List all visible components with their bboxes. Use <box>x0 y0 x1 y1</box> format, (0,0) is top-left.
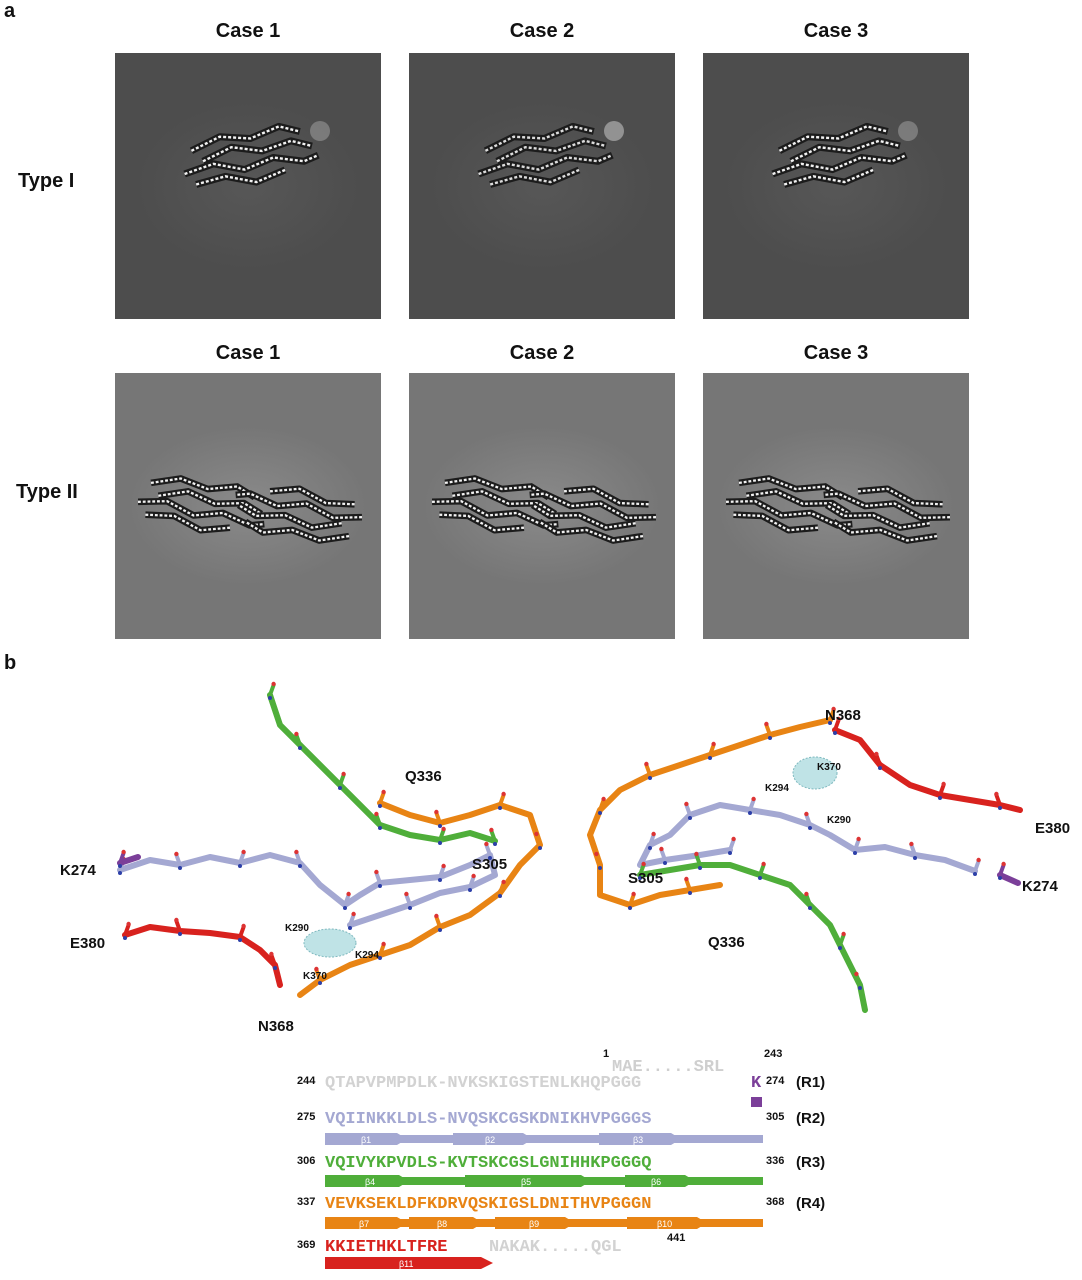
density-map-type-i-case-1 <box>115 53 381 319</box>
seq-top-text: MAE.....SRL <box>612 1058 725 1077</box>
label-k290-right: K290 <box>827 815 851 826</box>
type-i-label: Type I <box>18 170 75 192</box>
label-k294-left: K294 <box>355 950 379 961</box>
density-map-graphic <box>477 121 624 188</box>
case-3-label-type-i: Case 3 <box>803 20 869 42</box>
density-map-type-i-case-2 <box>409 53 675 319</box>
strand-arrows-cterm: β11 <box>325 1257 493 1269</box>
case-2-label-type-ii: Case 2 <box>509 342 575 364</box>
repeat-tag-r3: (R3) <box>796 1154 826 1171</box>
fibril-core-structure: K274 E380 N368 Q336 S305 K290 K294 K370 … <box>60 681 1070 1035</box>
strand-b5: β5 <box>521 1177 531 1187</box>
strand-b3: β3 <box>633 1135 643 1145</box>
case-1-label-type-i: Case 1 <box>215 20 281 42</box>
density-map-type-ii-case-2 <box>409 373 675 639</box>
label-n368-right: N368 <box>825 707 861 724</box>
strand-b7: β7 <box>359 1219 369 1229</box>
seq-start-1: 1 <box>603 1048 610 1060</box>
seq-cterm-grey: NAKAK.....QGL <box>489 1238 622 1257</box>
seq-end-441: 441 <box>667 1232 686 1244</box>
seq-end-243: 243 <box>764 1048 783 1060</box>
label-e380-left: E380 <box>70 935 105 952</box>
seq-r4: VEVKSEKLDFKDRVQSKIGSLDNITHVPGGGN <box>325 1195 652 1214</box>
density-map-graphic <box>137 475 363 544</box>
label-k274-left: K274 <box>60 862 97 879</box>
r1-marker <box>751 1097 762 1107</box>
label-s305-left: S305 <box>472 856 507 873</box>
strand-b6: β6 <box>651 1177 661 1187</box>
label-n368-left: N368 <box>258 1018 294 1035</box>
strand-arrows-r3: β4 β5 β6 <box>325 1175 763 1187</box>
seq-start-306: 306 <box>297 1155 316 1167</box>
density-map-type-ii-case-3 <box>703 373 969 639</box>
case-2-label-type-i: Case 2 <box>509 20 575 42</box>
strand-b11: β11 <box>399 1259 414 1269</box>
seq-start-244: 244 <box>297 1075 316 1087</box>
seq-start-337: 337 <box>297 1196 316 1208</box>
label-k290-left: K290 <box>285 923 309 934</box>
case-3-label-type-ii: Case 3 <box>803 342 869 364</box>
density-blob-left <box>303 928 357 958</box>
density-map-graphic <box>725 475 951 544</box>
repeat-tag-r2: (R2) <box>796 1110 826 1127</box>
seq-start-275: 275 <box>297 1111 316 1123</box>
seq-start-369: 369 <box>297 1239 316 1251</box>
strand-arrows-r2: β1 β2 β3 <box>325 1133 763 1145</box>
type-ii-label: Type II <box>16 481 78 503</box>
seq-end-368: 368 <box>766 1196 785 1208</box>
density-map-graphic <box>183 121 330 188</box>
panel-a-letter: a <box>4 0 16 22</box>
strand-b2: β2 <box>485 1135 495 1145</box>
seq-end-274: 274 <box>766 1075 785 1087</box>
density-blob-right <box>792 756 838 790</box>
seq-r2: VQIINKKLDLS-NVQSKCGSKDNIKHVPGGGS <box>325 1110 652 1129</box>
repeat-tag-r4: (R4) <box>796 1195 826 1212</box>
seq-r1-k274: K <box>751 1074 762 1093</box>
density-map-type-i-case-3 <box>703 53 969 319</box>
density-map-graphic <box>431 475 657 544</box>
strand-arrows-r4: β7 β8 β9 β10 <box>325 1217 763 1229</box>
strand-b10: β10 <box>657 1219 672 1229</box>
label-s305-right: S305 <box>628 870 663 887</box>
seq-r3: VQIVYKPVDLS-KVTSKCGSLGNIHHKPGGGQ <box>325 1154 652 1173</box>
label-q336-left: Q336 <box>405 768 442 785</box>
label-q336-right: Q336 <box>708 934 745 951</box>
seq-end-336: 336 <box>766 1155 785 1167</box>
seq-end-305: 305 <box>766 1111 785 1123</box>
seq-cterm-red: KKIETHKLTFRE <box>325 1238 448 1257</box>
label-e380-right: E380 <box>1035 820 1070 837</box>
label-k370-left: K370 <box>303 971 327 982</box>
density-map-graphic <box>771 121 918 188</box>
case-1-label-type-ii: Case 1 <box>215 342 281 364</box>
strand-b9: β9 <box>529 1219 539 1229</box>
density-map-type-ii-case-1 <box>115 373 381 639</box>
strand-b1: β1 <box>361 1135 371 1145</box>
strand-b8: β8 <box>437 1219 447 1229</box>
label-k274-right: K274 <box>1022 878 1059 895</box>
panel-b-letter: b <box>4 652 17 674</box>
label-k294-right: K294 <box>765 783 789 794</box>
stick-model-chains <box>117 681 1023 1013</box>
strand-b4: β4 <box>365 1177 375 1187</box>
repeat-tag-r1: (R1) <box>796 1074 826 1091</box>
seq-r1-grey: QTAPVPMPDLK-NVKSKIGSTENLKHQPGGG <box>325 1074 642 1093</box>
label-k370-right: K370 <box>817 762 841 773</box>
